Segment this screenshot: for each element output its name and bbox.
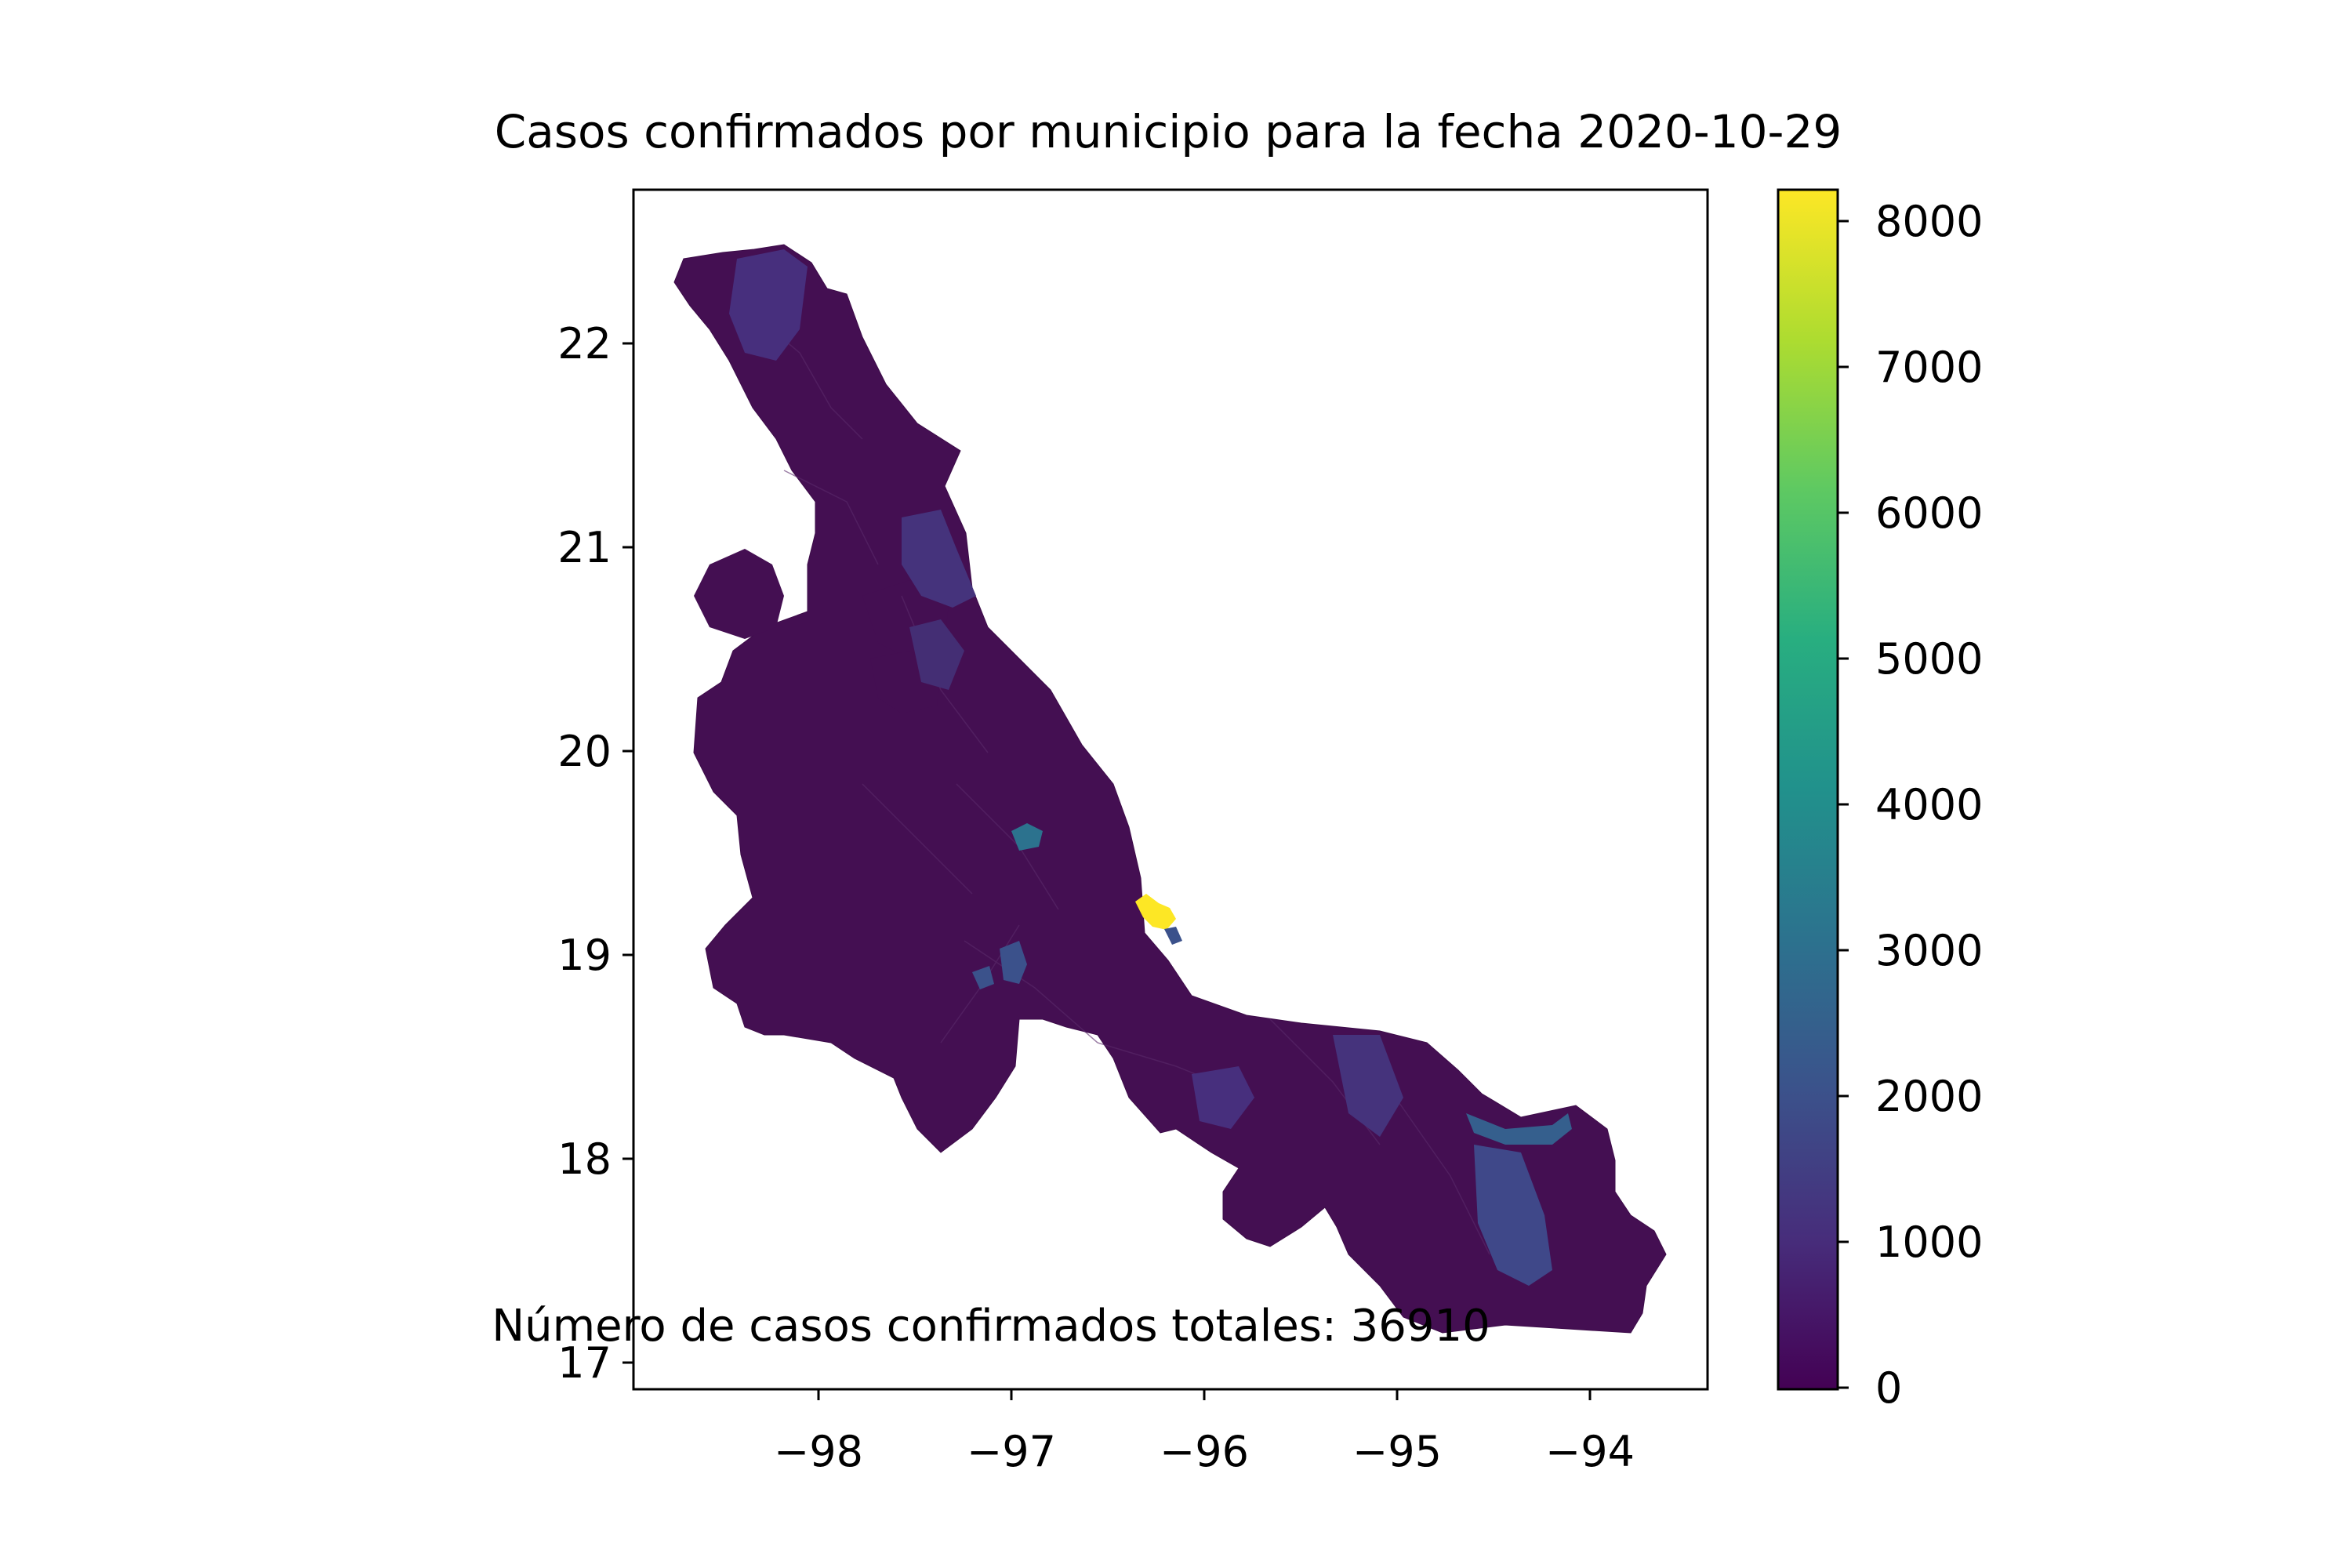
colorbar: 0 1000 2000 3000 4000 5000 6000 7000 800… [1777,188,1983,1413]
municipality-minatitlan [1474,1145,1552,1286]
colorbar-gradient [1777,188,1839,1391]
colorbar-tick-label: 7000 [1875,343,1983,392]
municipality-panuco [729,249,808,361]
chart-title: Casos confirmados por municipio para la … [495,105,1842,158]
x-tick-label: −96 [1160,1427,1249,1476]
colorbar-tick-label: 3000 [1875,926,1983,975]
municipality-cosamaloapan [1333,1035,1403,1137]
municipality-orizaba [972,966,994,989]
y-tick-label: 21 [557,523,612,572]
municipality-cordoba [1000,941,1027,984]
municipality-veracruz [1135,894,1176,930]
municipality-poza-rica [909,619,964,690]
y-tick-label: 20 [557,727,612,776]
municipality-coatzacoalcos [1466,1113,1572,1145]
colorbar-ticks [1838,220,1849,1389]
colorbar-tick-label: 1000 [1875,1218,1983,1267]
y-tick-label: 17 [557,1338,612,1388]
x-tick-label: −97 [967,1427,1056,1476]
colorbar-tick-label: 4000 [1875,780,1983,829]
y-tick-label: 19 [557,931,612,980]
colorbar-tick-label: 0 [1875,1363,1902,1413]
axes-frame [632,188,1709,1391]
municipality-boca-del-rio [1164,927,1182,945]
colorbar-tick-label: 8000 [1875,197,1983,246]
total-cases-annotation: Número de casos confirmados totales: 369… [492,1301,1490,1352]
colorbar-tick-label: 2000 [1875,1072,1983,1121]
region-detail [694,549,784,639]
colorbar-tick-label: 6000 [1875,488,1983,538]
municipality-tuxpan [902,510,976,608]
x-axis [817,1389,1592,1400]
y-axis [622,342,633,1364]
x-tick-label: −98 [774,1427,863,1476]
colorbar-tick-label: 5000 [1875,634,1983,684]
map-area [673,244,1667,1334]
municipality-xalapa [1011,823,1043,851]
x-tick-label: −95 [1352,1427,1442,1476]
y-tick-label: 18 [557,1134,612,1184]
x-tick-label: −94 [1545,1427,1635,1476]
municipality-tierra-blanca [1192,1066,1254,1129]
y-tick-label: 22 [557,319,612,368]
